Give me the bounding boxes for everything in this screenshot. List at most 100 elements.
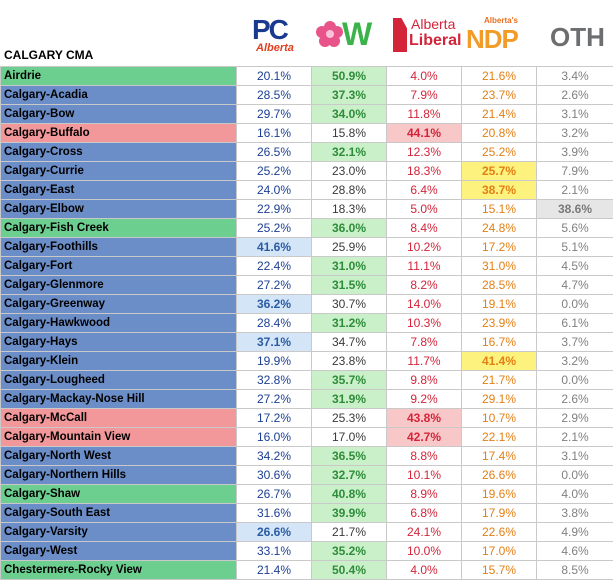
oth-label-text: OTH [550,22,605,52]
oth-share-cell: 0.0% [536,370,613,390]
w-share-cell: 37.3% [311,85,387,105]
w-share-cell: 17.0% [311,427,387,447]
oth-share-cell: 5.6% [536,218,613,238]
ndp-share-cell: 28.5% [461,275,537,295]
lib-share-cell: 12.3% [386,142,462,162]
w-share-cell: 25.3% [311,408,387,428]
pc-share-cell: 41.6% [236,237,312,257]
lib-share-cell: 5.0% [386,199,462,219]
oth-share-cell: 3.7% [536,332,613,352]
ndp-share-cell: 38.7% [461,180,537,200]
w-share-cell: 18.3% [311,199,387,219]
table-row: Airdrie 20.1% 50.9% 4.0% 21.6% 3.4% [0,66,613,86]
w-share-cell: 34.0% [311,104,387,124]
ndp-share-cell: 23.9% [461,313,537,333]
oth-share-cell: 4.9% [536,522,613,542]
ndp-share-cell: 22.6% [461,522,537,542]
ndp-share-cell: 17.0% [461,541,537,561]
pc-logo-subtext: Alberta [256,42,294,54]
ndp-share-cell: 41.4% [461,351,537,371]
riding-name-cell: Calgary-Northern Hills [0,465,237,485]
table-row: Chestermere-Rocky View 21.4% 50.4% 4.0% 15.7… [0,560,613,580]
pc-share-cell: 30.6% [236,465,312,485]
pc-share-cell: 19.9% [236,351,312,371]
liberal-logo-line1: Alberta [411,16,456,32]
riding-name-cell: Calgary-Shaw [0,484,237,504]
lib-share-cell: 7.9% [386,85,462,105]
riding-name-cell: Calgary-Mountain View [0,427,237,447]
riding-name-cell: Chestermere-Rocky View [0,560,237,580]
lib-share-cell: 11.7% [386,351,462,371]
table-row: Calgary-Fort 22.4% 31.0% 11.1% 31.0% 4.5% [0,256,613,276]
riding-name-cell: Calgary-Hays [0,332,237,352]
w-share-cell: 32.1% [311,142,387,162]
oth-share-cell: 4.5% [536,256,613,276]
ndp-share-cell: 15.7% [461,560,537,580]
w-share-cell: 21.7% [311,522,387,542]
oth-share-cell: 4.6% [536,541,613,561]
ndp-share-cell: 29.1% [461,389,537,409]
ndp-share-cell: 17.4% [461,446,537,466]
table-row: Calgary-Lougheed 32.8% 35.7% 9.8% 21.7% 0.0% [0,370,613,390]
pc-share-cell: 28.5% [236,85,312,105]
pc-share-cell: 20.1% [236,66,312,86]
pc-share-cell: 17.2% [236,408,312,428]
pc-share-cell: 27.2% [236,389,312,409]
w-share-cell: 36.5% [311,446,387,466]
table-row: Calgary-Cross 26.5% 32.1% 12.3% 25.2% 3.9% [0,142,613,162]
w-share-cell: 40.8% [311,484,387,504]
riding-name-cell: Calgary-Glenmore [0,275,237,295]
w-share-cell: 50.4% [311,560,387,580]
ndp-logo-big: NDP [466,24,519,54]
lib-share-cell: 43.8% [386,408,462,428]
oth-share-cell: 38.6% [536,199,613,219]
lib-share-cell: 6.4% [386,180,462,200]
oth-share-cell: 0.0% [536,465,613,485]
lib-share-cell: 7.8% [386,332,462,352]
riding-name-cell: Airdrie [0,66,237,86]
w-share-cell: 31.0% [311,256,387,276]
ndp-share-cell: 16.7% [461,332,537,352]
alberta-ndp-logo: Alberta's NDP [464,14,544,54]
pc-share-cell: 32.8% [236,370,312,390]
w-share-cell: 31.5% [311,275,387,295]
pc-share-cell: 22.9% [236,199,312,219]
oth-share-cell: 3.9% [536,142,613,162]
oth-share-cell: 7.9% [536,161,613,181]
table-row: Calgary-Hawkwood 28.4% 31.2% 10.3% 23.9% 6.1% [0,313,613,333]
table-row: Calgary-Fish Creek 25.2% 36.0% 8.4% 24.8% 5.6… [0,218,613,238]
pc-share-cell: 36.2% [236,294,312,314]
ndp-share-cell: 31.0% [461,256,537,276]
pc-logo-text: PC [252,14,289,45]
riding-name-cell: Calgary-Elbow [0,199,237,219]
oth-share-cell: 3.2% [536,123,613,143]
lib-share-cell: 10.0% [386,541,462,561]
riding-name-cell: Calgary-Fort [0,256,237,276]
table-row: Calgary-Hays 37.1% 34.7% 7.8% 16.7% 3.7% [0,332,613,352]
oth-share-cell: 2.6% [536,85,613,105]
w-share-cell: 31.2% [311,313,387,333]
ndp-share-cell: 21.6% [461,66,537,86]
lib-share-cell: 10.2% [386,237,462,257]
oth-share-cell: 2.1% [536,427,613,447]
pc-share-cell: 25.2% [236,218,312,238]
table-row: Calgary-East 24.0% 28.8% 6.4% 38.7% 2.1% [0,180,613,200]
other-label: OTH [548,14,610,54]
table-row: Calgary-South East 31.6% 39.9% 6.8% 17.9% 3.8… [0,503,613,523]
header: CALGARY CMA PC Alberta W Alberta Liberal… [0,0,613,66]
lib-share-cell: 44.1% [386,123,462,143]
riding-name-cell: Calgary-Lougheed [0,370,237,390]
lib-share-cell: 11.8% [386,104,462,124]
table-row: Calgary-Klein 19.9% 23.8% 11.7% 41.4% 3.2% [0,351,613,371]
pc-share-cell: 16.0% [236,427,312,447]
ndp-share-cell: 23.7% [461,85,537,105]
lib-share-cell: 10.3% [386,313,462,333]
lib-share-cell: 10.1% [386,465,462,485]
ndp-share-cell: 21.4% [461,104,537,124]
wildrose-flower-icon [316,21,343,47]
riding-name-cell: Calgary-Currie [0,161,237,181]
pc-share-cell: 26.5% [236,142,312,162]
w-share-cell: 35.7% [311,370,387,390]
pc-share-cell: 29.7% [236,104,312,124]
pc-share-cell: 34.2% [236,446,312,466]
